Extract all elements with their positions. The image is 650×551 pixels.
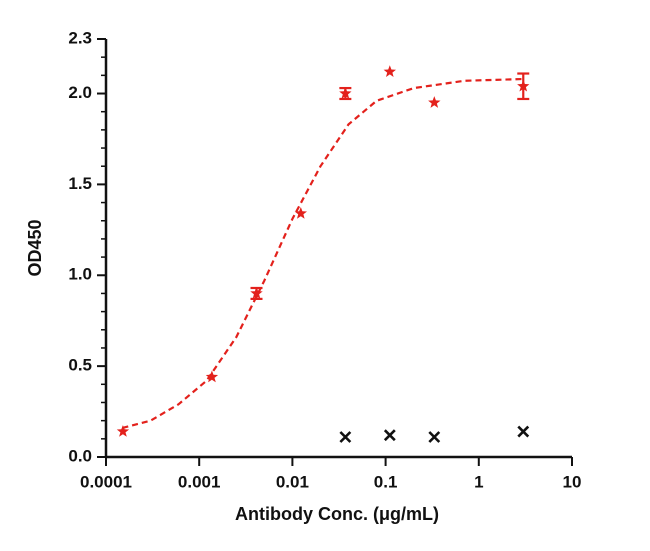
x-tick-label: 0.001	[178, 472, 221, 491]
x-marker	[517, 425, 530, 438]
star-marker	[517, 79, 530, 92]
y-tick-label: 2.3	[68, 28, 92, 47]
y-tick-label: 0.5	[68, 356, 92, 375]
x-axis-title: Antibody Conc. (μg/mL)	[235, 504, 439, 524]
star-marker	[250, 286, 263, 299]
x-tick-label: 1	[474, 472, 483, 491]
y-tick-label: 1.5	[68, 174, 92, 193]
x-marker	[428, 431, 441, 443]
y-tick-label: 2.0	[68, 83, 92, 102]
x-tick-label: 0.0001	[80, 472, 132, 491]
star-marker	[205, 370, 219, 383]
star-marker	[116, 425, 130, 437]
y-axis-title: OD450	[25, 219, 45, 276]
x-marker	[339, 431, 352, 443]
star-marker	[383, 65, 396, 77]
x-tick-label: 0.1	[374, 472, 398, 491]
star-marker	[428, 96, 441, 108]
y-tick-label: 1.0	[68, 265, 92, 284]
x-tick-label: 0.01	[276, 472, 309, 491]
fit-curve	[122, 77, 524, 429]
y-tick-label: 0.0	[68, 446, 92, 465]
star-marker	[339, 87, 352, 99]
x-tick-label: 10	[563, 472, 582, 491]
star-marker	[294, 207, 307, 219]
x-marker	[383, 429, 396, 442]
